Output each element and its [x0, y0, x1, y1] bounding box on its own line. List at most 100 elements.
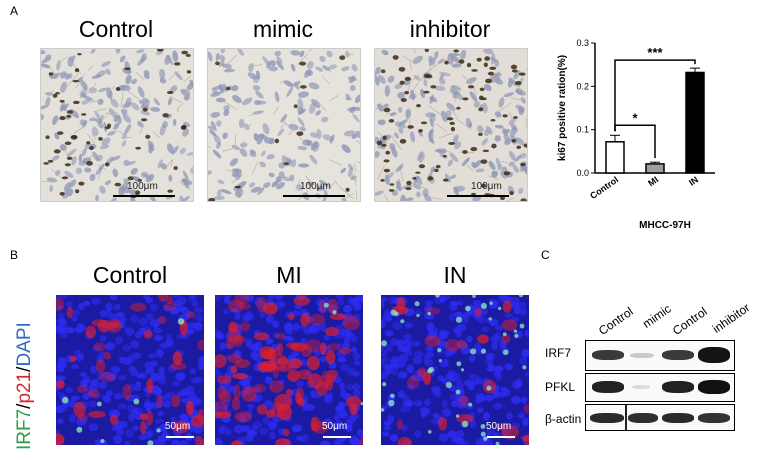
ki67-positive-nucleus	[293, 104, 298, 109]
dapi-nucleus	[352, 302, 362, 312]
dapi-nucleus	[105, 342, 112, 351]
nucleus	[298, 163, 310, 168]
dapi-nucleus	[233, 330, 242, 337]
dapi-nucleus	[453, 377, 463, 384]
p21-signal	[293, 295, 311, 306]
dapi-nucleus	[485, 352, 494, 360]
ki67-positive-nucleus	[72, 100, 80, 105]
p21-signal	[256, 404, 268, 415]
ki67-positive-nucleus	[446, 117, 454, 121]
dapi-nucleus	[57, 357, 67, 363]
nucleus	[220, 189, 232, 195]
dapi-nucleus	[150, 360, 159, 367]
nucleus	[110, 98, 119, 108]
dapi-nucleus	[476, 407, 484, 413]
irf7-signal	[414, 301, 420, 307]
p21-signal	[234, 335, 246, 344]
stroma-fiber	[248, 112, 258, 117]
dapi-nucleus	[254, 297, 263, 307]
dapi-nucleus	[158, 367, 165, 373]
dapi-nucleus	[345, 383, 355, 390]
dapi-nucleus	[335, 295, 344, 300]
nucleus	[256, 100, 267, 105]
ihc-scalebar-inhibitor	[447, 195, 509, 197]
nucleus	[416, 191, 421, 198]
y-tick-label: 0.0	[576, 168, 589, 178]
band-irf7-control-1	[592, 350, 624, 360]
nucleus	[375, 190, 384, 196]
nucleus	[228, 85, 235, 91]
nucleus	[401, 184, 413, 189]
stroma-fiber	[272, 106, 279, 115]
stroma-fiber	[440, 149, 450, 153]
nucleus	[268, 172, 275, 178]
stain-dapi: DAPI	[14, 322, 35, 367]
nucleus	[121, 182, 129, 190]
dapi-nucleus	[99, 335, 107, 342]
ki67-positive-nucleus	[156, 49, 164, 52]
dapi-nucleus	[122, 357, 132, 366]
ki67-positive-nucleus	[400, 97, 407, 102]
stroma-fiber	[231, 177, 239, 184]
stroma-fiber	[436, 123, 447, 133]
dapi-nucleus	[70, 395, 81, 401]
p21-signal	[310, 416, 318, 432]
dapi-nucleus	[445, 373, 454, 380]
nucleus	[308, 102, 316, 114]
nucleus	[210, 121, 217, 130]
nucleus	[190, 166, 193, 175]
ki67-positive-nucleus	[420, 121, 428, 125]
nucleus	[41, 49, 46, 55]
nucleus	[78, 153, 83, 163]
nucleus	[326, 50, 333, 58]
stroma-fiber	[433, 58, 437, 68]
bar-control	[605, 141, 625, 174]
nucleus	[451, 85, 462, 91]
dapi-nucleus	[425, 300, 434, 306]
p21-signal	[230, 365, 238, 374]
ki67-positive-nucleus	[186, 70, 192, 74]
irf7-signal	[522, 365, 527, 370]
nucleus	[412, 55, 423, 65]
nucleus	[237, 49, 245, 56]
p21-signal	[458, 395, 470, 407]
nucleus	[121, 140, 127, 147]
stroma-fiber	[123, 183, 129, 188]
dapi-nucleus	[510, 395, 521, 405]
nucleus	[377, 119, 386, 126]
stroma-fiber	[62, 145, 69, 158]
stroma-fiber	[190, 179, 193, 182]
dapi-nucleus	[136, 373, 145, 379]
dapi-nucleus	[515, 378, 523, 388]
dapi-nucleus	[96, 372, 104, 381]
dapi-nucleus	[404, 350, 413, 356]
ki67-positive-nucleus	[478, 95, 484, 101]
p21-signal	[289, 342, 308, 352]
nucleus	[472, 159, 482, 169]
dapi-nucleus	[129, 368, 138, 376]
nucleus	[45, 96, 51, 108]
p21-signal	[396, 419, 404, 430]
dapi-nucleus	[194, 306, 204, 314]
nucleus	[243, 123, 250, 131]
p21-signal	[170, 362, 187, 371]
dapi-nucleus	[466, 335, 473, 343]
dapi-nucleus	[135, 381, 142, 387]
ihc-texture-control	[41, 49, 193, 201]
ki67-positive-nucleus	[81, 113, 87, 116]
ihc-image-mimic: 100μm	[207, 48, 361, 202]
nucleus	[153, 98, 160, 106]
stroma-fiber	[328, 159, 343, 166]
p21-signal	[311, 421, 329, 434]
ki67-positive-nucleus	[127, 176, 134, 181]
nucleus	[266, 154, 275, 160]
ki67-positive-nucleus	[442, 178, 449, 182]
dapi-nucleus	[483, 411, 490, 421]
band-actin-control-2	[662, 413, 694, 423]
nucleus	[303, 69, 312, 78]
lane-label-control-2: Control	[669, 304, 710, 338]
nucleus	[497, 164, 503, 171]
p21-signal	[253, 332, 269, 341]
ki67-positive-nucleus	[59, 99, 65, 103]
nucleus	[212, 85, 223, 91]
